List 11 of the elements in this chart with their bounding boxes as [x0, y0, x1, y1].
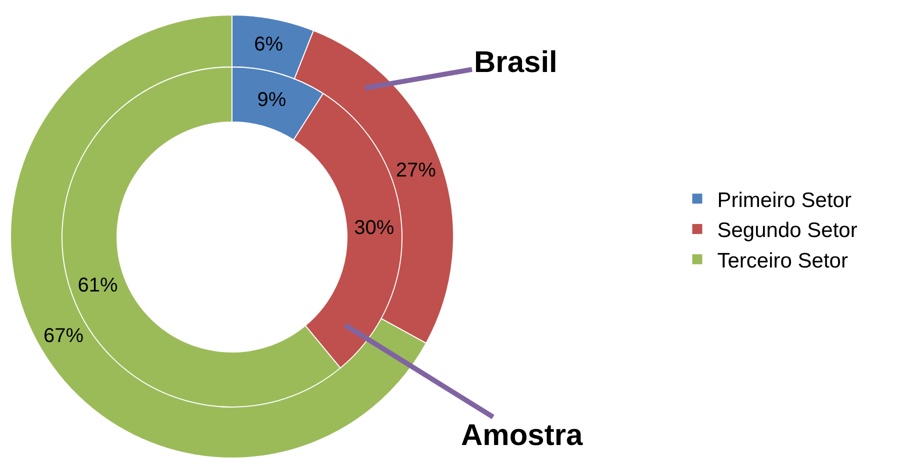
- slice-label: Amostra: [461, 419, 584, 452]
- legend-label: Primeiro Setor: [717, 188, 852, 212]
- slice-label: Brasil: [474, 46, 558, 79]
- data-label: 9%: [257, 89, 286, 112]
- data-label: 67%: [44, 325, 84, 348]
- data-label: 61%: [78, 274, 118, 296]
- data-label: 27%: [396, 159, 436, 182]
- data-label: 6%: [254, 33, 284, 56]
- legend-label: Segundo Setor: [717, 219, 858, 242]
- legend-label: Terceiro Setor: [717, 249, 848, 272]
- data-label: 30%: [354, 217, 394, 240]
